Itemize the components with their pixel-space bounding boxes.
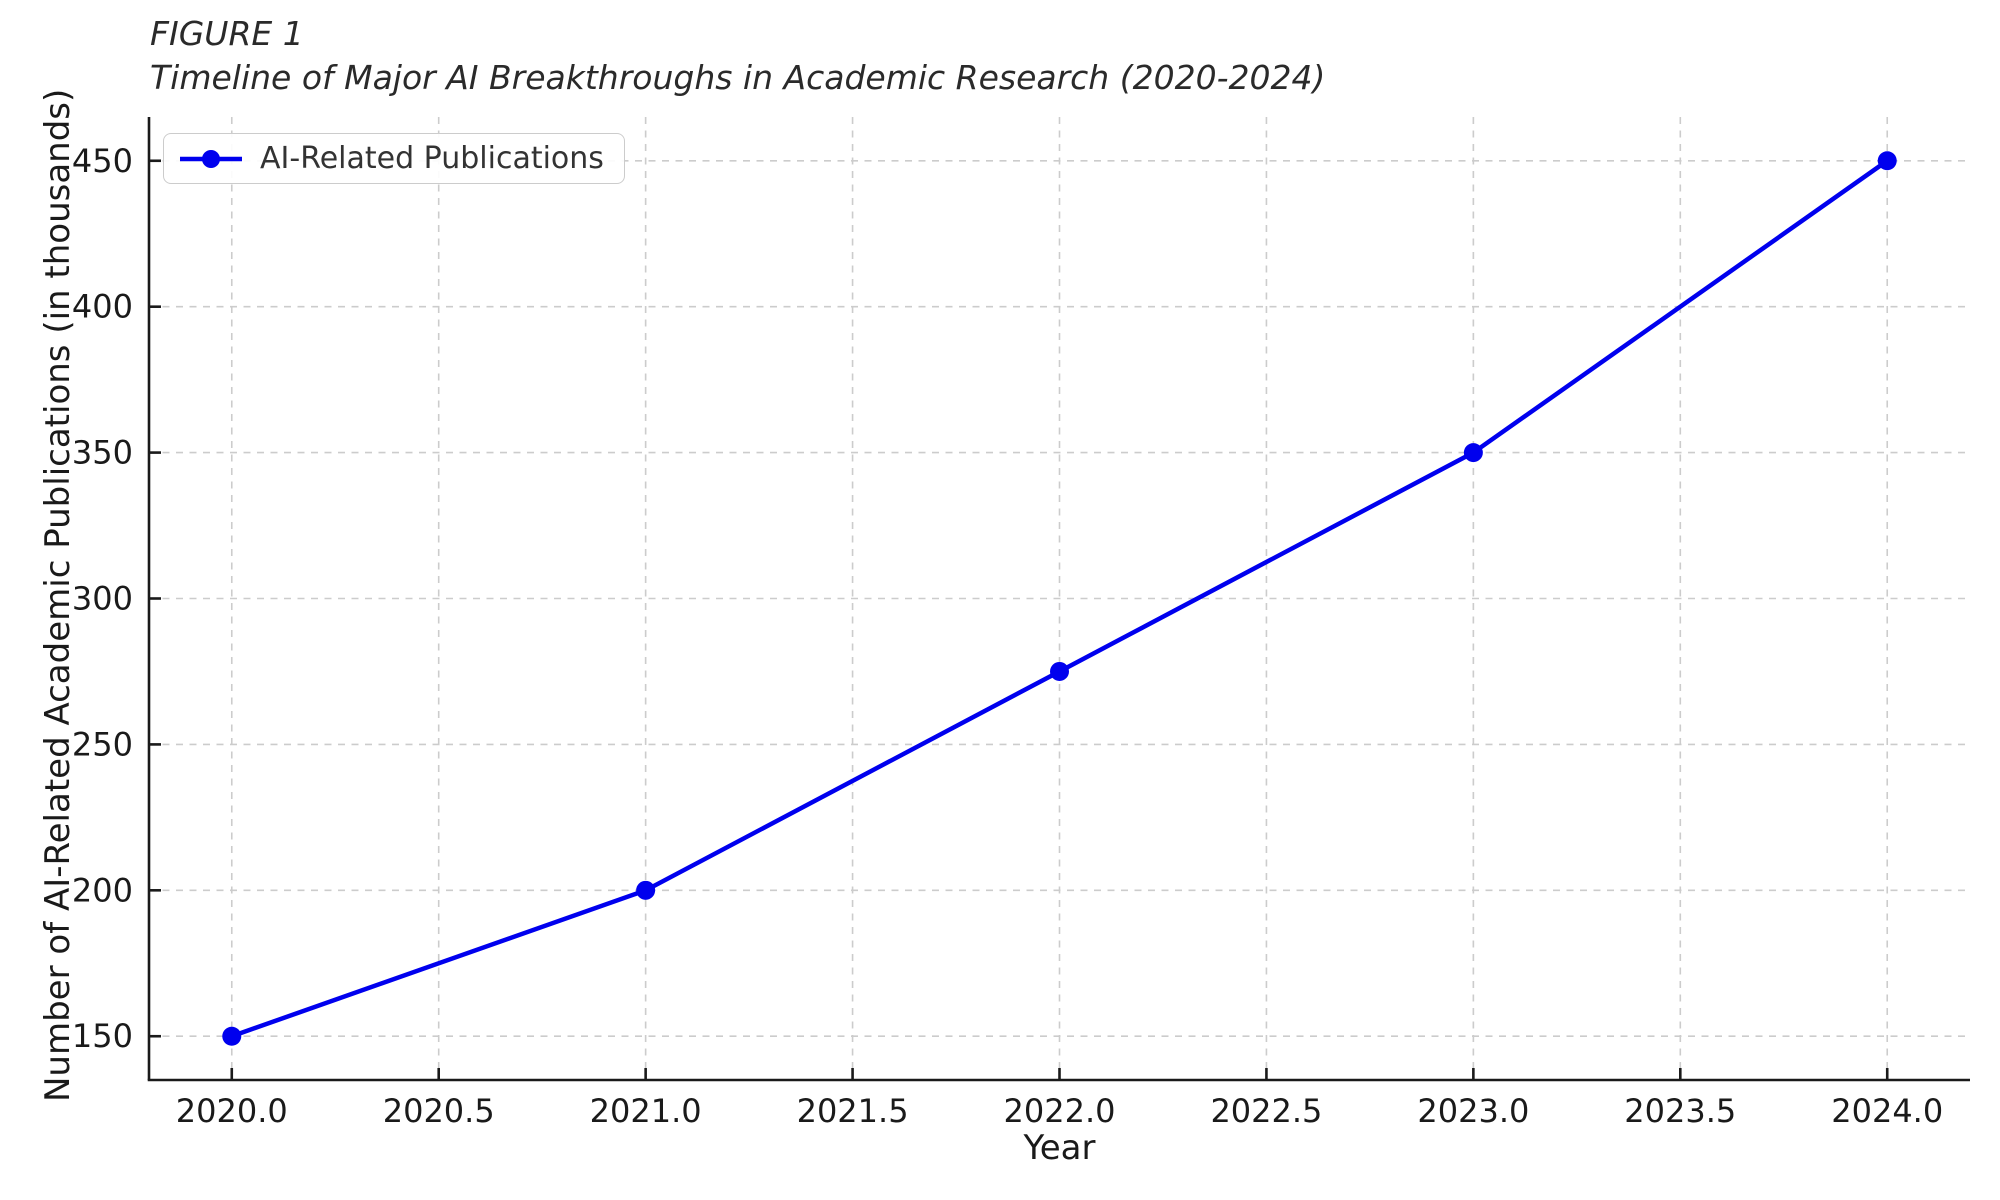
x-tick-label: 2023.0 [1417, 1092, 1529, 1130]
data-point-marker [222, 1026, 242, 1046]
y-tick-label: 300 [72, 580, 133, 618]
data-point-marker [1463, 443, 1483, 463]
y-tick-label: 450 [72, 142, 133, 180]
chart-title: FIGURE 1 Timeline of Major AI Breakthrou… [150, 12, 1325, 99]
x-tick-label: 2020.5 [383, 1092, 495, 1130]
x-tick-label: 2021.5 [797, 1092, 909, 1130]
y-tick-label: 250 [72, 725, 133, 763]
y-tick-label: 200 [72, 871, 133, 909]
x-tick-label: 2021.0 [590, 1092, 702, 1130]
legend: AI-Related Publications [163, 133, 625, 184]
y-tick-label: 350 [72, 434, 133, 472]
legend-line-sample-icon [180, 149, 242, 168]
y-tick-label: 150 [72, 1017, 133, 1055]
data-point-marker [1050, 661, 1069, 681]
chart-title-line1: FIGURE 1 [150, 14, 304, 53]
x-tick-label: 2020.0 [176, 1092, 288, 1130]
x-tick-label: 2023.5 [1624, 1092, 1736, 1130]
x-tick-label: 2022.5 [1210, 1092, 1322, 1130]
x-tick-label: 2022.0 [1004, 1092, 1116, 1130]
x-axis-label: Year [1023, 1128, 1096, 1168]
data-point-marker [1877, 151, 1897, 171]
y-tick-label: 400 [72, 288, 133, 326]
y-axis-label: Number of AI-Related Academic Publicatio… [38, 88, 78, 1102]
chart-title-line2: Timeline of Major AI Breakthroughs in Ac… [150, 57, 1326, 97]
legend-label: AI-Related Publications [260, 141, 604, 176]
data-point-marker [636, 880, 656, 900]
x-tick-label: 2024.0 [1831, 1092, 1943, 1130]
